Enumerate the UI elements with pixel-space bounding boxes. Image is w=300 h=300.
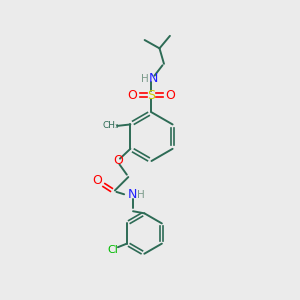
Text: H: H xyxy=(136,190,144,200)
Text: S: S xyxy=(148,88,155,101)
Text: O: O xyxy=(128,88,137,101)
Text: CH₃: CH₃ xyxy=(103,122,119,130)
Text: H: H xyxy=(141,74,149,84)
Text: N: N xyxy=(128,188,137,201)
Text: N: N xyxy=(148,72,158,85)
Text: Cl: Cl xyxy=(107,245,118,256)
Text: O: O xyxy=(92,174,102,187)
Text: O: O xyxy=(166,88,176,101)
Text: O: O xyxy=(113,154,123,167)
